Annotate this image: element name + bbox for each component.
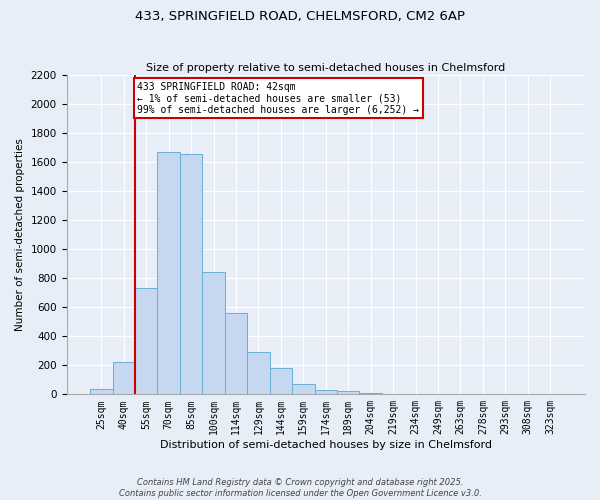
Bar <box>359 393 382 394</box>
Text: 433, SPRINGFIELD ROAD, CHELMSFORD, CM2 6AP: 433, SPRINGFIELD ROAD, CHELMSFORD, CM2 6… <box>135 10 465 23</box>
Text: 433 SPRINGFIELD ROAD: 42sqm
← 1% of semi-detached houses are smaller (53)
99% of: 433 SPRINGFIELD ROAD: 42sqm ← 1% of semi… <box>137 82 419 115</box>
Bar <box>337 392 359 394</box>
Bar <box>247 352 269 395</box>
Bar <box>202 272 225 394</box>
X-axis label: Distribution of semi-detached houses by size in Chelmsford: Distribution of semi-detached houses by … <box>160 440 492 450</box>
Bar <box>225 313 247 394</box>
Bar <box>157 152 180 394</box>
Bar <box>314 390 337 394</box>
Y-axis label: Number of semi-detached properties: Number of semi-detached properties <box>15 138 25 331</box>
Bar <box>90 388 113 394</box>
Bar <box>180 154 202 394</box>
Bar <box>269 368 292 394</box>
Bar <box>113 362 135 394</box>
Text: Contains HM Land Registry data © Crown copyright and database right 2025.
Contai: Contains HM Land Registry data © Crown c… <box>119 478 481 498</box>
Bar <box>135 288 157 395</box>
Bar <box>292 384 314 394</box>
Title: Size of property relative to semi-detached houses in Chelmsford: Size of property relative to semi-detach… <box>146 63 505 73</box>
